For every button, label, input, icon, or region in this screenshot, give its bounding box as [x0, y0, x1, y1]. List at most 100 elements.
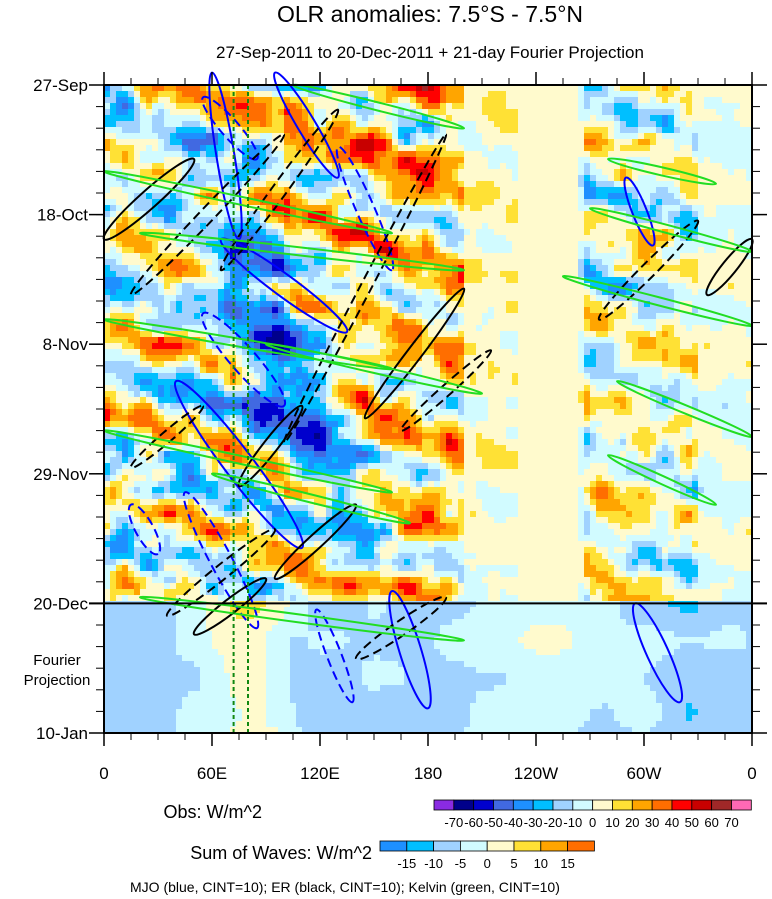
field-cell — [320, 331, 327, 338]
field-cell — [320, 199, 327, 206]
field-cell — [626, 139, 633, 146]
field-cell — [518, 193, 525, 200]
field-cell — [158, 343, 165, 350]
field-cell — [668, 85, 675, 92]
field-cell — [680, 355, 687, 362]
field-cell — [632, 259, 639, 266]
field-cell — [152, 271, 159, 278]
field-cell — [380, 217, 387, 224]
field-cell — [746, 169, 753, 176]
field-cell — [182, 103, 189, 110]
field-cell — [374, 169, 381, 176]
field-cell — [476, 187, 483, 194]
field-cell — [260, 283, 267, 290]
field-cell — [248, 289, 255, 296]
field-cell — [368, 187, 375, 194]
field-cell — [374, 205, 381, 212]
field-cell — [176, 163, 183, 170]
field-cell — [650, 265, 657, 272]
field-cell — [560, 151, 567, 158]
field-cell — [452, 313, 459, 320]
field-cell — [578, 307, 585, 314]
field-cell — [128, 157, 135, 164]
field-cell — [206, 295, 213, 302]
field-cell — [506, 139, 513, 146]
field-cell — [272, 331, 279, 338]
field-cell — [482, 157, 489, 164]
field-cell — [338, 85, 345, 92]
field-cell — [158, 295, 165, 302]
field-cell — [500, 121, 507, 128]
field-cell — [482, 187, 489, 194]
field-cell — [650, 337, 657, 344]
field-cell — [422, 157, 429, 164]
field-cell — [530, 229, 537, 236]
field-cell — [590, 157, 597, 164]
field-cell — [458, 127, 465, 134]
field-cell — [392, 85, 399, 92]
field-cell — [332, 163, 339, 170]
field-cell — [620, 169, 627, 176]
field-cell — [668, 97, 675, 104]
field-cell — [542, 139, 549, 146]
field-cell — [302, 319, 309, 326]
field-cell — [338, 337, 345, 344]
field-cell — [284, 121, 291, 128]
field-cell — [686, 355, 693, 362]
field-cell — [662, 253, 669, 260]
field-cell — [506, 217, 513, 224]
field-cell — [632, 109, 639, 116]
field-cell — [380, 169, 387, 176]
field-cell — [572, 355, 579, 362]
field-cell — [398, 331, 405, 338]
field-cell — [332, 295, 339, 302]
field-cell — [134, 199, 141, 206]
field-cell — [200, 289, 207, 296]
field-cell — [554, 235, 561, 242]
field-cell — [410, 277, 417, 284]
field-cell — [410, 145, 417, 152]
field-cell — [176, 151, 183, 158]
field-cell — [530, 205, 537, 212]
field-cell — [704, 217, 711, 224]
field-cell — [110, 157, 117, 164]
field-cell — [266, 265, 273, 272]
field-cell — [428, 211, 435, 218]
field-cell — [542, 247, 549, 254]
field-cell — [458, 145, 465, 152]
field-cell — [656, 343, 663, 350]
field-cell — [500, 151, 507, 158]
field-cell — [488, 157, 495, 164]
field-cell — [296, 211, 303, 218]
field-cell — [458, 223, 465, 230]
field-cell — [602, 115, 609, 122]
field-cell — [530, 283, 537, 290]
field-cell — [254, 187, 261, 194]
field-cell — [698, 97, 705, 104]
field-cell — [152, 109, 159, 116]
field-cell — [590, 319, 597, 326]
field-cell — [212, 283, 219, 290]
field-cell — [722, 343, 729, 350]
field-cell — [152, 97, 159, 104]
field-cell — [122, 277, 129, 284]
field-cell — [602, 343, 609, 350]
field-cell — [308, 343, 315, 350]
field-cell — [614, 229, 621, 236]
field-cell — [476, 175, 483, 182]
field-cell — [482, 331, 489, 338]
field-cell — [368, 109, 375, 116]
field-cell — [632, 229, 639, 236]
field-cell — [548, 193, 555, 200]
field-cell — [698, 127, 705, 134]
field-cell — [212, 271, 219, 278]
field-cell — [716, 283, 723, 290]
field-cell — [518, 175, 525, 182]
field-cell — [410, 271, 417, 278]
field-cell — [524, 169, 531, 176]
field-cell — [302, 265, 309, 272]
field-cell — [248, 253, 255, 260]
field-cell — [182, 193, 189, 200]
field-cell — [470, 175, 477, 182]
field-cell — [212, 127, 219, 134]
